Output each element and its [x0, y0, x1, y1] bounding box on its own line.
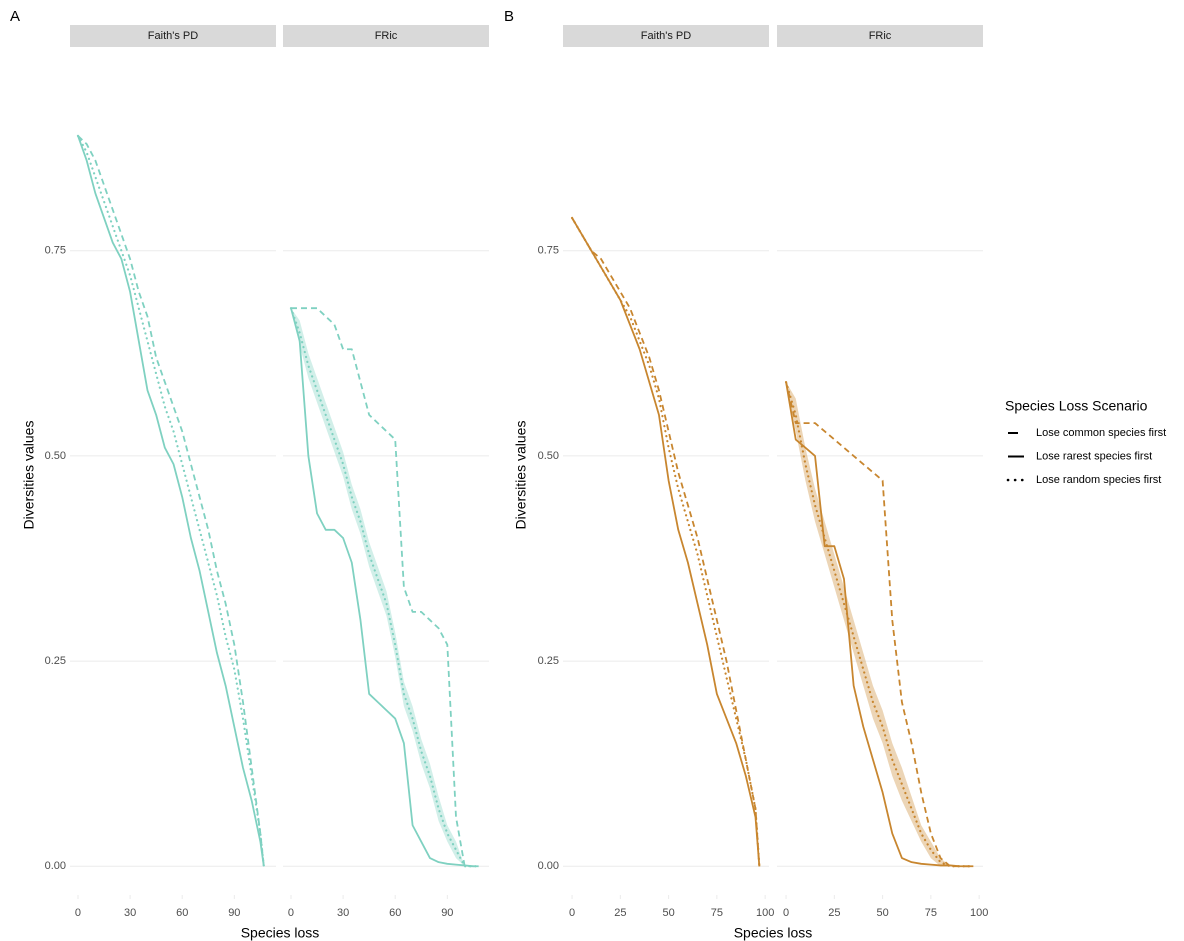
x-tick-label: 90 [228, 907, 240, 919]
line-series [290, 307, 479, 868]
x-tick-label: 0 [783, 907, 789, 919]
legend-text: Lose random species first [1036, 474, 1161, 486]
legend-title: Species Loss Scenario [1005, 398, 1148, 414]
x-tick-label: 100 [756, 907, 774, 919]
x-axis-title: Species loss [241, 925, 320, 941]
y-tick-label: 0.25 [45, 655, 66, 667]
x-tick-label: 25 [828, 907, 840, 919]
strip [283, 25, 489, 47]
x-tick-label: 0 [569, 907, 575, 919]
x-tick-label: 100 [970, 907, 988, 919]
y-tick-label: 0.75 [538, 245, 559, 257]
legend-text: Lose common species first [1036, 427, 1166, 439]
y-tick-label: 0.00 [538, 860, 559, 872]
x-tick-label: 60 [389, 907, 401, 919]
x-tick-label: 90 [441, 907, 453, 919]
x-tick-label: 0 [75, 907, 81, 919]
panel-tag: B [504, 8, 514, 25]
y-axis-title: Diversities values [513, 421, 529, 530]
line-series [784, 380, 975, 868]
line-series [571, 217, 761, 867]
x-tick-label: 75 [711, 907, 723, 919]
strip [70, 25, 276, 47]
y-tick-label: 0.50 [538, 450, 559, 462]
panel-tag: A [10, 8, 20, 25]
legend-text: Lose rarest species first [1036, 450, 1152, 462]
ribbon [290, 308, 479, 867]
y-tick-label: 0.00 [45, 860, 66, 872]
x-tick-label: 25 [614, 907, 626, 919]
y-tick-label: 0.25 [538, 655, 559, 667]
y-tick-label: 0.50 [45, 450, 66, 462]
x-tick-label: 0 [288, 907, 294, 919]
x-tick-label: 30 [337, 907, 349, 919]
line-series [77, 135, 265, 867]
line-series [77, 135, 265, 867]
strip [777, 25, 983, 47]
strip-text: Faith's PD [148, 30, 198, 42]
x-tick-label: 75 [925, 907, 937, 919]
x-tick-label: 30 [124, 907, 136, 919]
line-series [289, 307, 480, 868]
strip-text: FRic [375, 30, 398, 42]
line-series [785, 381, 974, 868]
x-tick-label: 50 [876, 907, 888, 919]
line-series [785, 381, 974, 868]
strip-text: FRic [869, 30, 892, 42]
strip [563, 25, 769, 47]
x-tick-label: 60 [176, 907, 188, 919]
y-axis-title: Diversities values [21, 421, 37, 530]
line-series [571, 217, 761, 867]
strip-text: Faith's PD [641, 30, 691, 42]
line-series [76, 134, 265, 868]
y-tick-label: 0.75 [45, 245, 66, 257]
x-tick-label: 50 [662, 907, 674, 919]
x-axis-title: Species loss [734, 925, 813, 941]
line-series [290, 307, 479, 868]
line-series [570, 216, 761, 868]
